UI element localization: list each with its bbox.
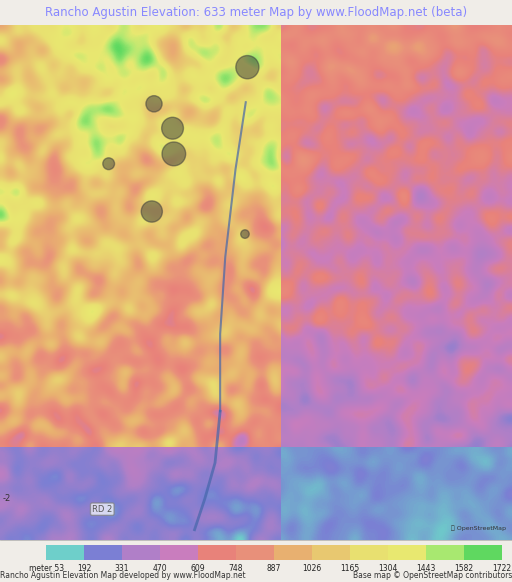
Text: 1582: 1582 [454,565,474,573]
Bar [388,545,426,560]
Text: 1165: 1165 [340,565,359,573]
Bar [198,545,236,560]
Bar [160,545,198,560]
Circle shape [141,201,162,222]
Text: meter 53: meter 53 [29,565,63,573]
Bar [84,545,122,560]
Bar [464,545,502,560]
Text: 1722: 1722 [492,565,511,573]
Text: 470: 470 [153,565,167,573]
Text: Rancho Agustin Elevation: 633 meter Map by www.FloodMap.net (beta): Rancho Agustin Elevation: 633 meter Map … [45,6,467,19]
Circle shape [162,117,183,139]
Text: 331: 331 [115,565,129,573]
Text: 748: 748 [229,565,243,573]
Text: RD 2: RD 2 [92,505,113,514]
Circle shape [103,158,115,169]
Text: 609: 609 [190,565,205,573]
Circle shape [241,230,249,239]
Bar [236,545,274,560]
Circle shape [146,95,162,112]
Text: Rancho Agustin Elevation Map developed by www.FloodMap.net: Rancho Agustin Elevation Map developed b… [0,571,246,580]
Circle shape [236,55,259,79]
Text: 1304: 1304 [378,565,397,573]
Text: 1026: 1026 [302,565,322,573]
Bar [426,545,464,560]
Text: 🔍 OpenStreetMap: 🔍 OpenStreetMap [451,525,505,531]
Text: 192: 192 [77,565,91,573]
Bar [46,545,84,560]
Text: 1443: 1443 [416,565,436,573]
Bar [274,545,312,560]
Bar [350,545,388,560]
Bar [312,545,350,560]
Text: Base map © OpenStreetMap contributors: Base map © OpenStreetMap contributors [353,571,512,580]
Text: -2: -2 [3,494,11,503]
Text: 887: 887 [267,565,281,573]
Circle shape [162,142,186,166]
Bar [122,545,160,560]
